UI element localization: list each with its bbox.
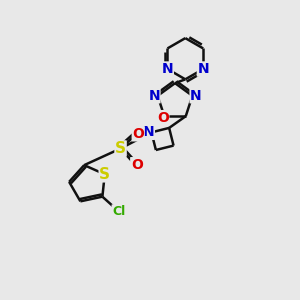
- Text: S: S: [115, 141, 126, 156]
- Text: N: N: [162, 62, 173, 76]
- Text: O: O: [132, 127, 144, 141]
- Text: N: N: [190, 89, 202, 103]
- Text: N: N: [143, 125, 154, 139]
- Text: Cl: Cl: [112, 205, 125, 218]
- Text: O: O: [157, 111, 169, 125]
- Text: N: N: [148, 89, 160, 103]
- Text: O: O: [131, 158, 143, 172]
- Text: S: S: [99, 167, 110, 182]
- Text: N: N: [197, 62, 209, 76]
